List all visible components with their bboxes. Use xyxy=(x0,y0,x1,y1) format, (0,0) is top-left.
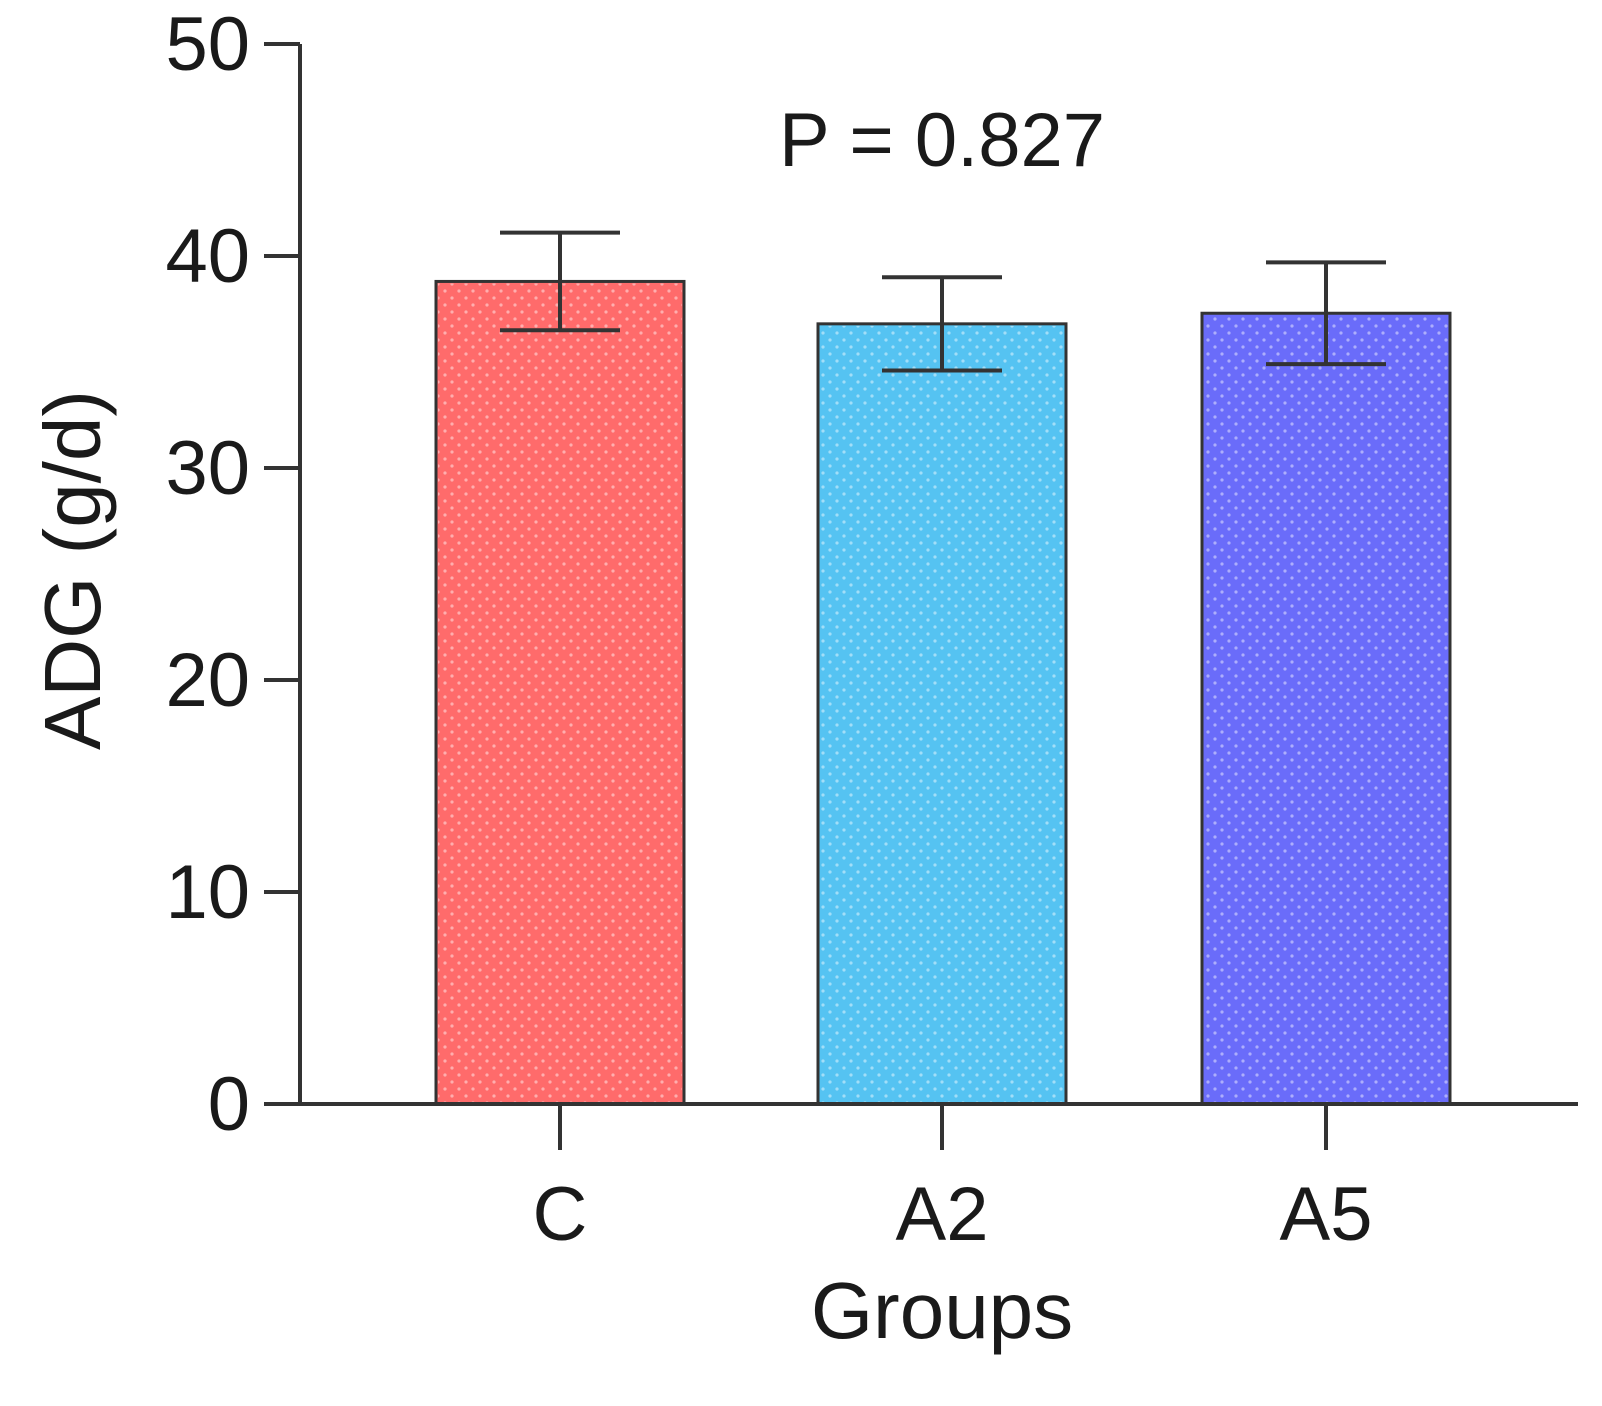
y-tick-label: 50 xyxy=(165,2,250,87)
p-value-annotation: P = 0.827 xyxy=(779,98,1105,183)
y-tick-label: 40 xyxy=(165,214,250,299)
x-axis-title: Groups xyxy=(811,1266,1073,1355)
x-tick-label: A2 xyxy=(896,1172,989,1257)
y-axis-title: ADG (g/d) xyxy=(28,390,117,750)
bar-group xyxy=(816,275,1068,1106)
x-tick-label: A5 xyxy=(1280,1172,1373,1257)
y-tick-label: 0 xyxy=(208,1062,250,1147)
y-tick-label: 20 xyxy=(165,638,250,723)
x-axis: C A2 A5 xyxy=(264,1102,1578,1257)
y-tick-label: 10 xyxy=(165,850,250,935)
x-tick-label: C xyxy=(533,1172,588,1257)
y-axis: 0 10 20 30 40 50 xyxy=(165,2,302,1147)
bar-group xyxy=(1200,260,1452,1106)
bars xyxy=(434,230,1452,1106)
y-tick-label: 30 xyxy=(165,426,250,511)
bar-group xyxy=(434,230,686,1106)
bar-texture xyxy=(438,283,682,1102)
bar-texture xyxy=(1204,315,1448,1102)
bar-texture xyxy=(820,325,1064,1103)
